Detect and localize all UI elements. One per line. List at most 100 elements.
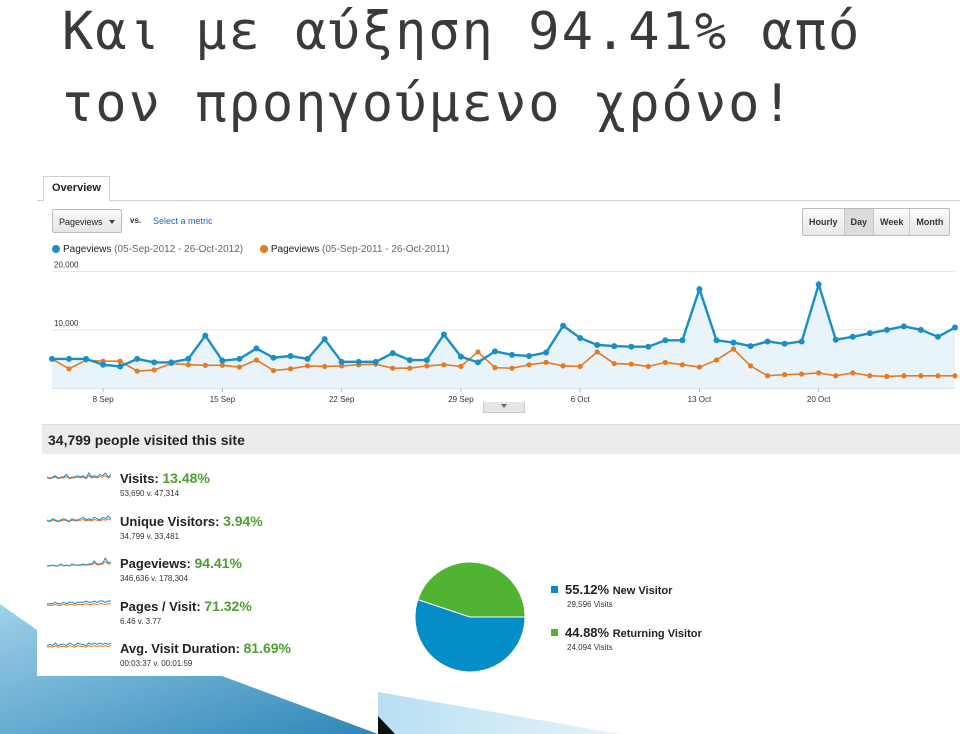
data-point-previous [185, 362, 191, 368]
slide-title: Και με αύξηση 94.41% από τον προηγούμενο… [62, 2, 862, 134]
visited-summary: 34,799 people visited this site [42, 424, 960, 454]
sparkline-current [47, 642, 111, 647]
data-point-current [900, 323, 907, 330]
data-point-current [66, 355, 73, 362]
chart-expand-handle[interactable] [483, 402, 525, 413]
data-point-previous [390, 365, 396, 371]
analytics-screenshot: Overview Pageviews vs. Select a metric H… [37, 172, 960, 676]
select-metric-link[interactable]: Select a metric [153, 216, 213, 226]
data-point-current [168, 359, 175, 366]
stat-change: 81.69% [243, 640, 291, 656]
data-point-previous [884, 373, 890, 379]
vs-label: vs. [130, 216, 142, 225]
series-line-current [52, 280, 956, 368]
stat-label: Pageviews: [120, 556, 195, 571]
data-point-previous [901, 373, 907, 379]
data-point-current [389, 350, 396, 357]
data-point-current [866, 330, 873, 337]
decoration-dark-wedge [378, 716, 395, 734]
chevron-down-icon [109, 220, 115, 224]
granularity-day-button[interactable]: Day [844, 209, 875, 235]
data-point-current [696, 286, 703, 293]
stat-change: 94.41% [194, 555, 242, 571]
data-point-previous [833, 373, 839, 379]
pageviews-line-chart: 20,000 10,000 8 Sep 15 Sep 22 Sep 29 Sep 6 Oct… [49, 260, 958, 404]
stat-row: Avg. Visit Duration: 81.69% 00:03:37 v. 0… [47, 640, 347, 676]
data-point-previous [339, 363, 345, 369]
pie-slice-visits: 29,596 Visits [567, 600, 613, 609]
legend-current-dot [52, 245, 60, 253]
stat-row: Unique Visitors: 3.94% 34,799 v. 33,481 [47, 513, 347, 553]
pie-legend-item: 55.12% New Visitor 29,596 Visits [551, 582, 751, 616]
pie-legend-item: 44.88% Returning Visitor 24,094 Visits [551, 625, 751, 659]
metric-select-label: Pageviews [59, 217, 103, 227]
pie-slice-label: New Visitor [612, 585, 673, 597]
stat-name: Pageviews: 94.41% [120, 555, 242, 571]
data-point-current [338, 358, 345, 365]
data-point-previous [764, 373, 771, 379]
data-point-previous [679, 362, 685, 368]
data-point-previous [867, 373, 873, 379]
data-point-previous [782, 372, 788, 378]
stat-comparison: 346,636 v. 178,304 [120, 574, 188, 583]
data-point-current [747, 343, 754, 350]
data-point-current [457, 353, 464, 360]
data-point-current [355, 358, 362, 365]
data-point-previous [151, 367, 157, 373]
data-point-previous [696, 364, 703, 370]
data-point-current [304, 355, 311, 362]
tab-overview[interactable]: Overview [43, 176, 110, 202]
sparkline [47, 600, 111, 606]
granularity-week-button[interactable]: Week [874, 209, 911, 235]
stat-comparison: 53,690 v. 47,314 [120, 489, 180, 498]
data-point-previous [287, 366, 294, 372]
data-point-current [253, 345, 260, 352]
pie-legend-value: 55.12% New Visitor [565, 582, 672, 597]
data-point-previous [117, 358, 123, 364]
data-point-previous [577, 363, 583, 370]
data-point-current [917, 326, 924, 333]
data-point-current [83, 355, 90, 362]
stat-label: Avg. Visit Duration: [120, 641, 244, 656]
data-point-current [423, 357, 430, 364]
y-tick-label: 20,000 [54, 261, 79, 270]
sparkline-current [47, 556, 111, 567]
metric-select[interactable]: Pageviews [52, 209, 122, 233]
stat-label: Pages / Visit: [120, 599, 205, 614]
data-point-previous [628, 361, 634, 367]
data-point-previous [526, 362, 532, 368]
data-point-previous [611, 360, 617, 367]
stat-comparison: 6.46 v. 3.77 [120, 617, 162, 626]
data-point-current [730, 339, 737, 346]
sparkline [47, 515, 111, 523]
granularity-month-button[interactable]: Month [910, 209, 950, 235]
legend-swatch [551, 629, 558, 636]
data-point-current [815, 281, 822, 288]
data-point-current [781, 340, 788, 347]
sparkline [47, 556, 111, 567]
data-point-previous [594, 349, 600, 355]
x-tick-label: 29 Sep [448, 395, 474, 404]
data-point-current [287, 353, 294, 359]
granularity-hourly-button[interactable]: Hourly [803, 209, 845, 235]
data-point-previous [270, 367, 277, 374]
chart-legend: Pageviews (05-Sep-2012 - 26-Oct-2012) Pa… [52, 244, 450, 255]
visitor-pie-chart [414, 561, 526, 673]
data-point-current [713, 337, 720, 344]
x-tick-label: 22 Sep [329, 395, 355, 404]
data-point-previous [560, 363, 566, 369]
x-tick-label: 15 Sep [210, 395, 236, 404]
data-point-previous [475, 349, 481, 355]
data-point-current [185, 355, 192, 362]
stat-row: Pages / Visit: 71.32% 6.46 v. 3.77 [47, 598, 347, 638]
data-point-current [594, 341, 601, 348]
data-point-current [764, 338, 771, 345]
sparkline-current [47, 515, 111, 522]
data-point-current [628, 343, 635, 350]
data-point-current [202, 332, 209, 339]
data-point-current [526, 353, 533, 359]
data-point-current [151, 359, 158, 366]
data-point-previous [918, 373, 924, 379]
data-point-previous [543, 359, 549, 365]
granularity-toggle: Hourly Day Week Month [802, 208, 951, 236]
